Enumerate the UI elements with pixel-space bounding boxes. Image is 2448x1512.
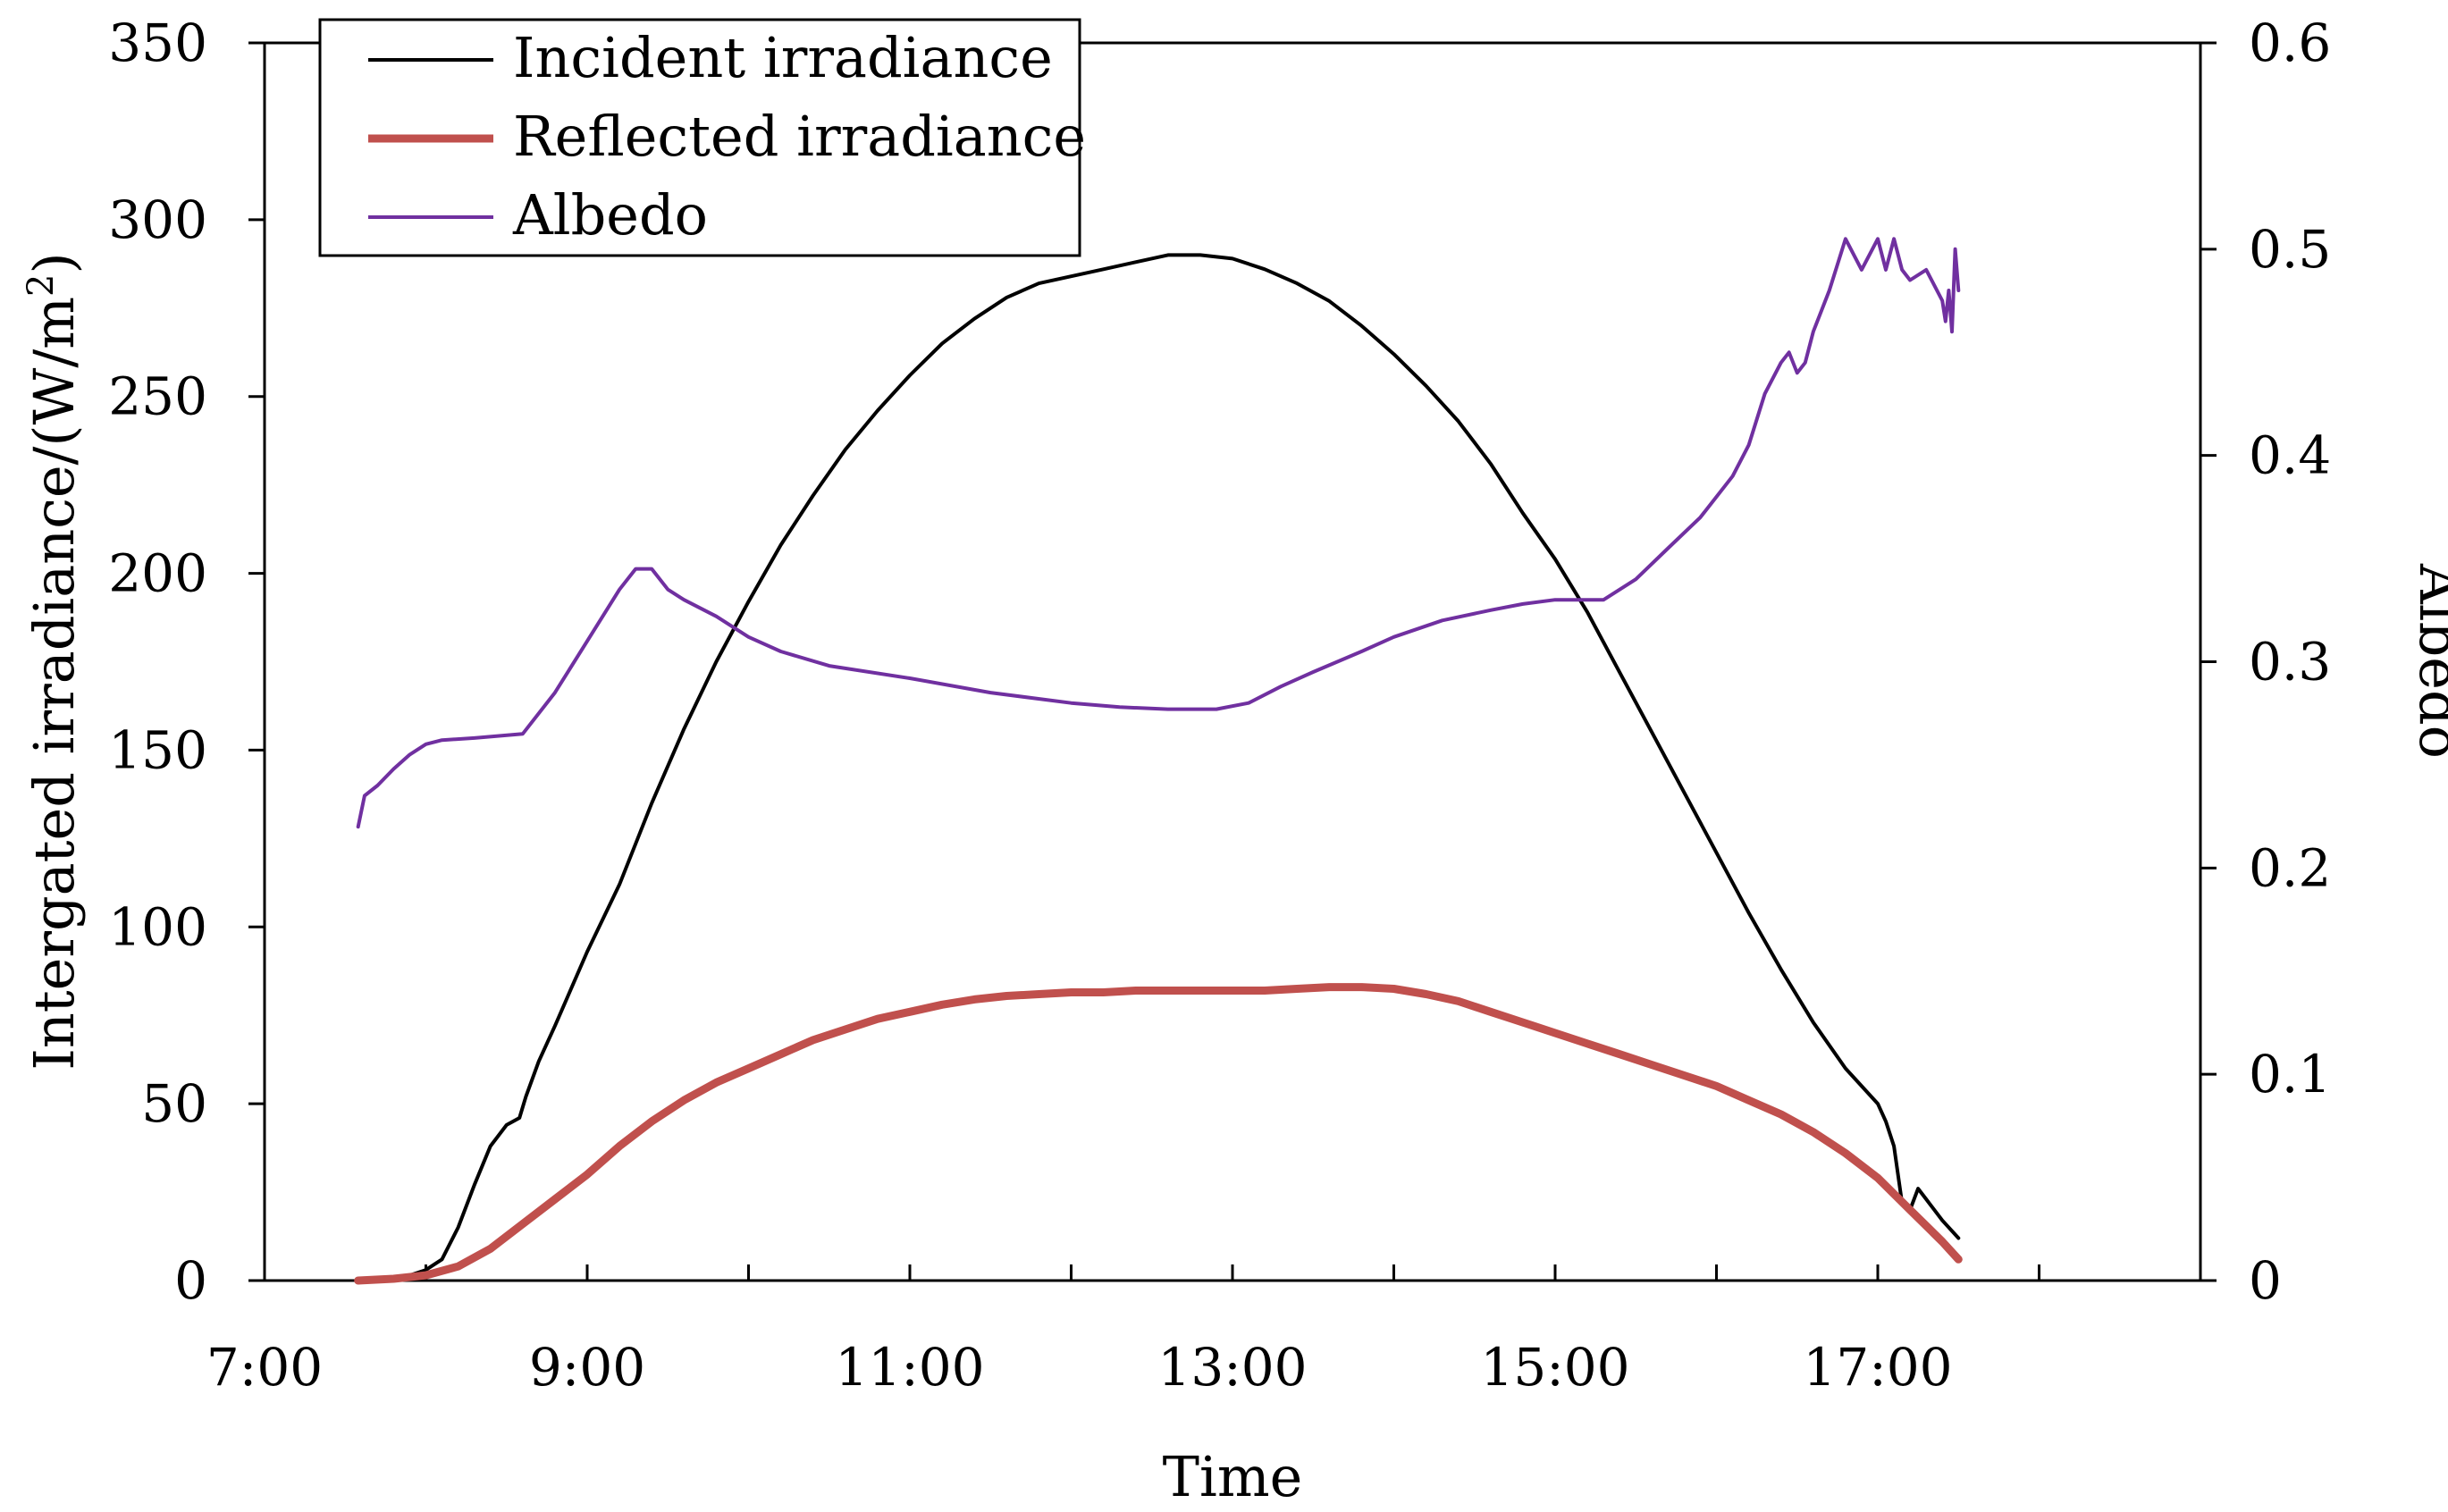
incident-irradiance-line: [356, 253, 1961, 1282]
reflected-irradiance-line: [354, 983, 1963, 1285]
y-right-tick-label-5: 0.5: [2249, 219, 2331, 280]
y-left-tick-label-1: 50: [141, 1073, 207, 1134]
y-left-tick-label-6: 300: [108, 189, 207, 250]
y-left-tick-label-5: 250: [108, 366, 207, 427]
y-left-tick-label-0: 0: [174, 1250, 207, 1311]
y-left-tick-label-2: 100: [108, 896, 207, 957]
y-right-tick-label-3: 0.3: [2249, 632, 2331, 693]
y-right-tick-label-1: 0.1: [2249, 1044, 2331, 1105]
x-axis-title: Time: [1163, 1444, 1303, 1509]
y-axis-title-right: Albedo: [2407, 563, 2448, 759]
legend-label-incident: Incident irradiance: [513, 25, 1053, 90]
x-tick-label-4: 15:00: [1480, 1337, 1629, 1398]
y-axis-title-left: Intergated irradiance/(W/m2): [21, 252, 87, 1070]
y-right-tick-label-6: 0.6: [2249, 13, 2331, 73]
y-right-tick-label-0: 0: [2249, 1250, 2282, 1311]
y-left-tick-label-7: 350: [108, 13, 207, 73]
x-tick-label-1: 9:00: [529, 1337, 645, 1398]
series-lines: [354, 237, 1963, 1285]
albedo-line: [356, 237, 1961, 829]
x-tick-label-3: 13:00: [1157, 1337, 1307, 1398]
legend-label-albedo: Albedo: [512, 182, 708, 248]
y-left-tick-label-3: 150: [108, 719, 207, 780]
y-right-tick-label-4: 0.4: [2249, 425, 2331, 486]
tick-labels: 0 50 100 150 200 250 300 350 0 0.1 0.2 0.3 0.4 0.5 0.6…: [108, 13, 2331, 1398]
y-left-tick-label-4: 200: [108, 543, 207, 604]
x-tick-label-0: 7:00: [206, 1337, 323, 1398]
legend: Incident irradiance Reflected irradiance…: [318, 18, 1086, 257]
x-tick-label-5: 17:00: [1803, 1337, 1952, 1398]
x-tick-label-2: 11:00: [835, 1337, 984, 1398]
tick-marks: [248, 41, 2217, 1282]
legend-label-reflected: Reflected irradiance: [513, 104, 1086, 169]
y-right-tick-label-2: 0.2: [2249, 837, 2331, 898]
